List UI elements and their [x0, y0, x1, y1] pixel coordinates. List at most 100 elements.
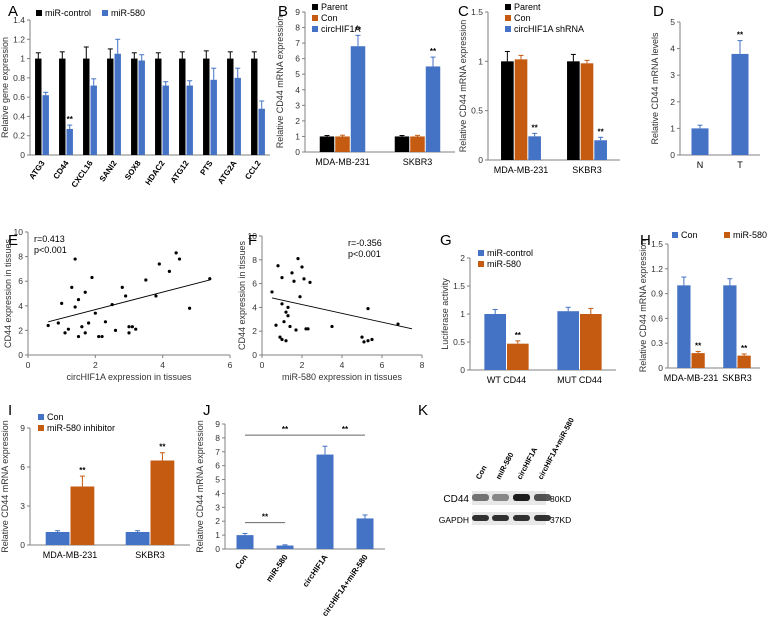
- bar: [42, 95, 49, 155]
- y-tick-label: 0: [658, 363, 663, 373]
- y-tick-label: 1: [295, 131, 300, 141]
- y-tick-label: 4: [670, 44, 675, 54]
- chart-b: 0 1 2 3 4 5 6 7 8 9 Relative CD44 mRNA expression *…: [275, 2, 455, 167]
- panel-label-b: B: [278, 3, 288, 20]
- scatter-point: [370, 337, 374, 342]
- y-tick-label: 0.4: [13, 111, 25, 121]
- bar: [356, 518, 374, 549]
- bar: [350, 46, 366, 152]
- stat-annotation: p<0.001: [348, 249, 381, 259]
- y-tick-label: 8: [295, 23, 300, 33]
- y-tick-label: 8: [18, 252, 23, 262]
- significance-label: **: [695, 341, 702, 350]
- y-tick-label: 2: [460, 253, 465, 263]
- stat-annotation: r=0.413: [34, 234, 65, 244]
- y-tick-label: 2: [215, 516, 220, 526]
- legend-label: circHIF1A: [321, 24, 361, 34]
- bar: [107, 58, 114, 156]
- category-label: circHIF1A: [301, 553, 330, 589]
- bar: [580, 63, 594, 160]
- bar: [514, 59, 528, 160]
- category-label: CXCL16: [70, 159, 95, 190]
- x-tick-label: 2: [93, 360, 98, 370]
- y-axis-label: Relative CD44 mRNA expression: [638, 240, 648, 373]
- panel-label-j: J: [203, 402, 211, 419]
- bar: [394, 136, 410, 152]
- bar: [186, 85, 193, 155]
- legend-label: miR-control: [487, 248, 533, 258]
- y-tick-label: 0.3: [651, 338, 663, 348]
- scatter-point: [87, 321, 91, 325]
- scatter-point: [284, 339, 288, 343]
- scatter-point: [60, 301, 64, 305]
- bar: [276, 545, 294, 549]
- panel-label-e: E: [8, 232, 18, 249]
- bar: [258, 108, 265, 155]
- y-tick-label: 0.5: [453, 337, 465, 347]
- scatter-point: [302, 277, 306, 281]
- y-tick-label: 4: [295, 85, 300, 95]
- bar: [316, 454, 334, 549]
- category-label: SKBR3: [135, 550, 165, 560]
- panel-label-c: C: [458, 3, 469, 20]
- legend-swatch: [312, 4, 318, 10]
- y-tick-label: 0.2: [13, 131, 25, 141]
- band-gapdh: [534, 515, 551, 521]
- y-tick-label: 2: [252, 326, 257, 336]
- legend-swatch: [312, 26, 318, 32]
- bar: [723, 285, 737, 368]
- significance-label: **: [262, 513, 269, 522]
- scatter-point: [76, 334, 81, 339]
- y-tick-label: 8: [252, 255, 257, 265]
- bar: [251, 58, 258, 156]
- bar: [210, 79, 217, 155]
- y-tick-label: 3: [295, 100, 300, 110]
- category-label: ATG12: [169, 159, 191, 185]
- scatter-point: [177, 257, 182, 261]
- category-label: SANI2: [98, 159, 119, 184]
- panel-label-g: G: [440, 232, 452, 249]
- scatter-point: [90, 275, 94, 280]
- legend-swatch: [505, 4, 511, 10]
- y-tick-label: 3: [20, 501, 25, 511]
- y-tick-label: 1.5: [453, 281, 465, 291]
- bar: [335, 136, 350, 152]
- band-cd44: [513, 494, 530, 501]
- y-tick-label: 2: [670, 97, 675, 107]
- scatter-point: [292, 279, 296, 283]
- panel-label-d: D: [653, 3, 664, 20]
- x-tick-label: 0: [260, 360, 265, 370]
- y-tick-label: 0: [295, 147, 300, 157]
- significance-label: **: [737, 31, 744, 40]
- bar: [528, 136, 541, 160]
- scatter-point: [288, 324, 292, 329]
- significance-label: **: [282, 425, 289, 434]
- legend-swatch: [312, 15, 318, 21]
- scatter-point: [73, 257, 77, 261]
- category-label: MDA-MB-231: [315, 157, 370, 167]
- y-tick-label: 3: [670, 70, 675, 80]
- bar: [179, 58, 186, 156]
- category-label: SKBR3: [403, 157, 433, 167]
- bar: [319, 136, 335, 152]
- chart-i: 0 3 6 9 Relative CD44 mRNA expression ** MDA-M…: [0, 412, 190, 560]
- category-label: HDAC2: [143, 159, 166, 187]
- bar: [691, 128, 709, 155]
- scatter-point: [66, 327, 70, 331]
- legend-label: Parent: [514, 2, 541, 12]
- band-gapdh: [472, 515, 489, 521]
- y-axis-label: CD44 expression in tissues: [3, 238, 13, 348]
- y-tick-label: 1.4: [13, 15, 25, 25]
- legend-label: Con: [514, 13, 531, 23]
- y-tick-label: 9: [295, 7, 300, 17]
- legend-swatch: [478, 250, 484, 256]
- scatter-point: [113, 328, 118, 332]
- scatter-point: [93, 311, 97, 315]
- category-label: SKBR3: [722, 373, 752, 383]
- bar: [66, 128, 73, 155]
- band-cd44: [492, 494, 509, 501]
- y-axis-label: Relative CD44 mRNA expression: [0, 420, 10, 553]
